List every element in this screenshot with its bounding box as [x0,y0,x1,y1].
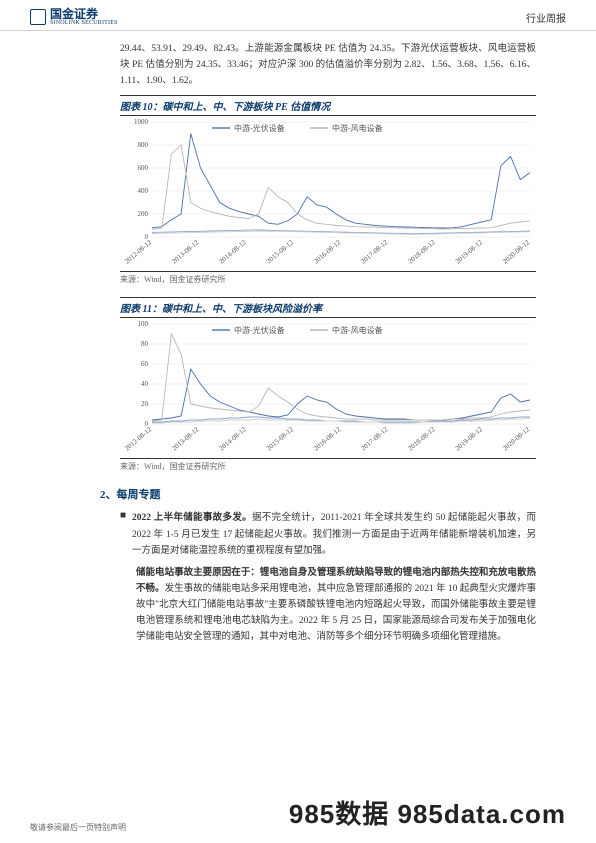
svg-text:2019-08-12: 2019-08-12 [454,426,485,453]
topic1-text: 2022 上半年储能事故多发。据不完全统计，2011-2021 年全球共发生约 … [132,510,536,558]
content-area: 29.44、53.91、29.49、82.43。上游能源金属板块 PE 估值为 … [0,31,596,646]
logo: 国金证券 SINOLINK SECURITIES [30,8,118,26]
svg-text:2020-08-12: 2020-08-12 [501,426,532,453]
topic-block: ■ 2022 上半年储能事故多发。据不完全统计，2011-2021 年全球共发生… [120,510,536,645]
svg-text:800: 800 [138,141,149,149]
svg-text:2018-08-12: 2018-08-12 [407,239,438,266]
svg-text:600: 600 [138,164,149,172]
topic2-rest: 发生事故的储能电站多采用锂电池，其中应急管理部通报的 2021 年 10 起典型… [136,584,536,642]
svg-text:2014-08-12: 2014-08-12 [218,426,249,453]
svg-text:40: 40 [141,380,149,388]
svg-text:2017-08-12: 2017-08-12 [359,239,390,266]
page-header: 国金证券 SINOLINK SECURITIES 行业周报 [0,0,596,31]
intro-paragraph: 29.44、53.91、29.49、82.43。上游能源金属板块 PE 估值为 … [120,41,536,89]
svg-text:60: 60 [141,360,149,368]
svg-text:2015-08-12: 2015-08-12 [265,239,296,266]
logo-en: SINOLINK SECURITIES [50,20,118,26]
svg-text:2012-08-12: 2012-08-12 [123,239,154,266]
chart11-title: 图表 11：碳中和上、中、下游板块风险溢价率 [120,297,536,318]
svg-text:2018-08-12: 2018-08-12 [407,426,438,453]
svg-text:2015-08-12: 2015-08-12 [265,426,296,453]
svg-text:2017-08-12: 2017-08-12 [359,426,390,453]
doc-type: 行业周报 [526,10,566,25]
svg-text:1000: 1000 [134,118,149,126]
disclaimer: 敬请参阅最后一页特别声明 [30,822,126,833]
svg-text:中游-风电设备: 中游-风电设备 [332,325,383,335]
chart10-source: 来源：Wind，国金证券研究所 [120,271,536,285]
logo-icon [30,9,46,25]
logo-cn: 国金证券 [50,8,118,20]
svg-text:200: 200 [138,210,149,218]
chart11: 0204060801002012-08-122013-08-122014-08-… [120,318,536,458]
chart11-source: 来源：Wind，国金证券研究所 [120,458,536,472]
svg-text:2019-08-12: 2019-08-12 [454,239,485,266]
svg-text:100: 100 [138,320,149,328]
topic1-bold: 2022 上半年储能事故多发。 [132,513,252,523]
bullet-icon: ■ [120,510,126,558]
svg-text:2016-08-12: 2016-08-12 [312,426,343,453]
svg-text:400: 400 [138,187,149,195]
chart10: 020040060080010002012-08-122013-08-12201… [120,116,536,271]
watermark: 985数据 985data.com [289,794,566,831]
svg-text:80: 80 [141,340,149,348]
svg-text:2013-08-12: 2013-08-12 [170,426,201,453]
svg-text:2016-08-12: 2016-08-12 [312,239,343,266]
section-heading: 2、每周专题 [100,486,536,502]
chart10-title: 图表 10：碳中和上、中、下游板块 PE 估值情况 [120,95,536,116]
svg-text:中游-风电设备: 中游-风电设备 [332,123,383,133]
svg-text:2020-08-12: 2020-08-12 [501,239,532,266]
svg-text:2014-08-12: 2014-08-12 [218,239,249,266]
svg-text:20: 20 [141,400,149,408]
svg-text:2013-08-12: 2013-08-12 [170,239,201,266]
svg-text:中游-光伏设备: 中游-光伏设备 [234,123,285,133]
svg-text:中游-光伏设备: 中游-光伏设备 [234,325,285,335]
topic2-text: 储能电站事故主要原因在于：锂电池自身及管理系统缺陷导致的锂电池内部热失控和充放电… [136,565,536,646]
svg-text:2012-08-12: 2012-08-12 [123,426,154,453]
